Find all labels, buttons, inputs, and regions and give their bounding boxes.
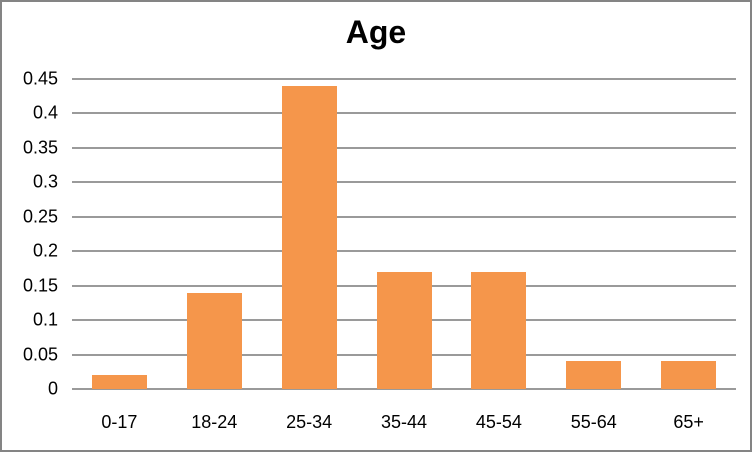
bar-18-24 <box>186 292 242 389</box>
bar-slot <box>641 79 736 389</box>
x-axis-tick-label: 25-34 <box>286 412 333 432</box>
y-axis-tick-label: 0.3 <box>32 171 58 192</box>
y-axis-tick-label: 0.2 <box>32 240 58 261</box>
gridline <box>72 112 736 115</box>
x-axis-tick-label: 0-17 <box>101 412 138 432</box>
y-axis-tick-label: 0.15 <box>22 275 58 296</box>
y-axis-tick-label: 0.45 <box>22 68 58 89</box>
bar-45-54 <box>471 271 527 389</box>
gridline <box>72 388 736 390</box>
x-axis-tick-label: 45-54 <box>475 412 522 432</box>
gridline <box>72 78 736 80</box>
x-axis-tick-label: 18-24 <box>191 412 238 432</box>
x-axis-tick-label: 35-44 <box>380 412 428 432</box>
bar-slot <box>262 79 357 389</box>
y-axis-tick-label: 0.4 <box>32 102 58 123</box>
bar-slot <box>451 79 546 389</box>
bar-35-44 <box>376 271 432 389</box>
y-axis-tick-label: 0.05 <box>22 344 58 365</box>
plot-area <box>72 78 736 390</box>
y-axis-tick-label: 0.1 <box>32 309 58 330</box>
y-axis-tick-label: 0.25 <box>22 206 58 227</box>
chart-title: Age <box>345 14 407 50</box>
x-axis-labels: 0-17 18-24 25-34 35-44 45-54 55-64 65+ <box>72 410 736 434</box>
bar-55-64 <box>566 361 622 389</box>
bar-25-34 <box>281 85 337 389</box>
gridline <box>72 215 736 218</box>
bar-slot <box>546 79 641 389</box>
bar-slot <box>72 79 167 389</box>
y-axis-labels: 0.45 0.4 0.35 0.3 0.25 0.2 0.15 0.1 0.05 0 <box>2 69 58 399</box>
y-axis-tick-label: 0.35 <box>22 137 58 158</box>
x-axis-tick-label: 55-64 <box>570 412 617 432</box>
bars-layer <box>72 79 736 389</box>
gridline <box>72 250 736 253</box>
bar-0-17 <box>91 375 147 389</box>
gridline <box>72 146 736 149</box>
y-axis-tick-label: 0 <box>47 378 58 399</box>
bar-slot <box>357 79 452 389</box>
gridline <box>72 181 736 184</box>
x-axis-tick-label: 65+ <box>673 412 704 432</box>
bar-65+ <box>661 361 717 389</box>
bar-slot <box>167 79 262 389</box>
